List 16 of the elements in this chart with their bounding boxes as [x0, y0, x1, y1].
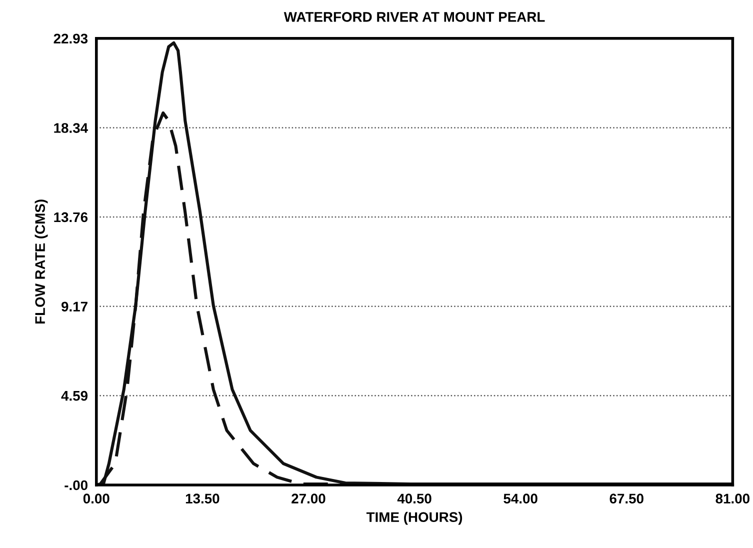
- x-tick-label: 40.50: [397, 494, 432, 504]
- chart-title: WATERFORD RIVER AT MOUNT PEARL: [284, 12, 545, 22]
- y-tick-label: 18.34: [54, 123, 88, 133]
- x-tick-label: 0.00: [83, 494, 110, 504]
- x-axis-title: TIME (HOURS): [366, 512, 462, 525]
- x-tick-label: 13.50: [186, 494, 220, 504]
- x-tick-label: 27.00: [292, 494, 326, 504]
- y-tick-label: -.00: [64, 480, 88, 490]
- y-axis-title: FLOW RATE (CMS): [34, 200, 48, 324]
- x-tick-label: 67.50: [610, 494, 644, 504]
- y-tick-label: 13.76: [54, 212, 88, 222]
- y-tick-label: 9.17: [62, 302, 88, 312]
- y-tick-label: 22.93: [54, 34, 88, 44]
- y-tick-label: 4.59: [61, 390, 88, 401]
- x-tick-label: 54.00: [504, 494, 538, 504]
- x-tick-label: 81.00: [716, 494, 750, 504]
